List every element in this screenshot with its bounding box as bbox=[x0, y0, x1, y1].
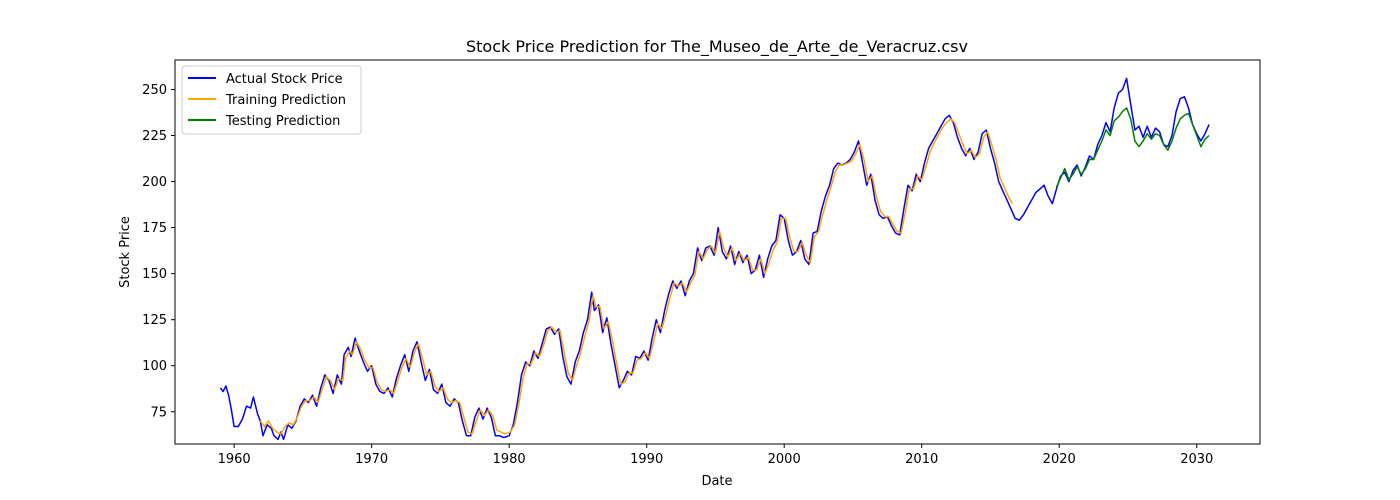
series-layer bbox=[219, 77, 1210, 441]
y-tick-label: 175 bbox=[142, 221, 167, 236]
legend-label-testing: Testing Prediction bbox=[225, 114, 340, 129]
y-tick-label: 150 bbox=[142, 267, 167, 282]
y-tick-label: 225 bbox=[142, 129, 167, 144]
x-tick-label: 2010 bbox=[905, 452, 938, 467]
x-tick-label: 1980 bbox=[493, 452, 526, 467]
legend-label-training: Training Prediction bbox=[225, 93, 346, 108]
x-axis-label: Date bbox=[701, 474, 732, 489]
x-tick-label: 2020 bbox=[1043, 452, 1076, 467]
training-prediction-line bbox=[259, 118, 1014, 435]
x-tick-label: 1990 bbox=[630, 452, 663, 467]
y-axis-label: Stock Price bbox=[118, 216, 133, 288]
y-tick-label: 75 bbox=[150, 405, 167, 420]
testing-prediction-line bbox=[1055, 107, 1210, 188]
legend-box bbox=[181, 65, 362, 135]
y-tick-label: 200 bbox=[142, 175, 167, 190]
plot-frame bbox=[174, 59, 1261, 445]
legend-label-actual: Actual Stock Price bbox=[226, 72, 343, 87]
y-axis: 75 100 125 150 175 200 225 250 bbox=[142, 83, 175, 420]
x-tick-label: 1960 bbox=[218, 452, 251, 467]
chart-title: Stock Price Prediction for The_Museo_de_… bbox=[466, 37, 968, 57]
y-tick-label: 250 bbox=[142, 83, 167, 98]
y-tick-label: 100 bbox=[142, 359, 167, 374]
x-tick-label: 2030 bbox=[1180, 452, 1213, 467]
x-axis: 1960 1970 1980 1990 2000 2010 2020 2030 bbox=[218, 444, 1213, 467]
x-tick-label: 2000 bbox=[768, 452, 801, 467]
y-tick-label: 125 bbox=[142, 313, 167, 328]
x-tick-label: 1970 bbox=[355, 452, 388, 467]
legend: Actual Stock Price Training Prediction T… bbox=[181, 65, 362, 135]
